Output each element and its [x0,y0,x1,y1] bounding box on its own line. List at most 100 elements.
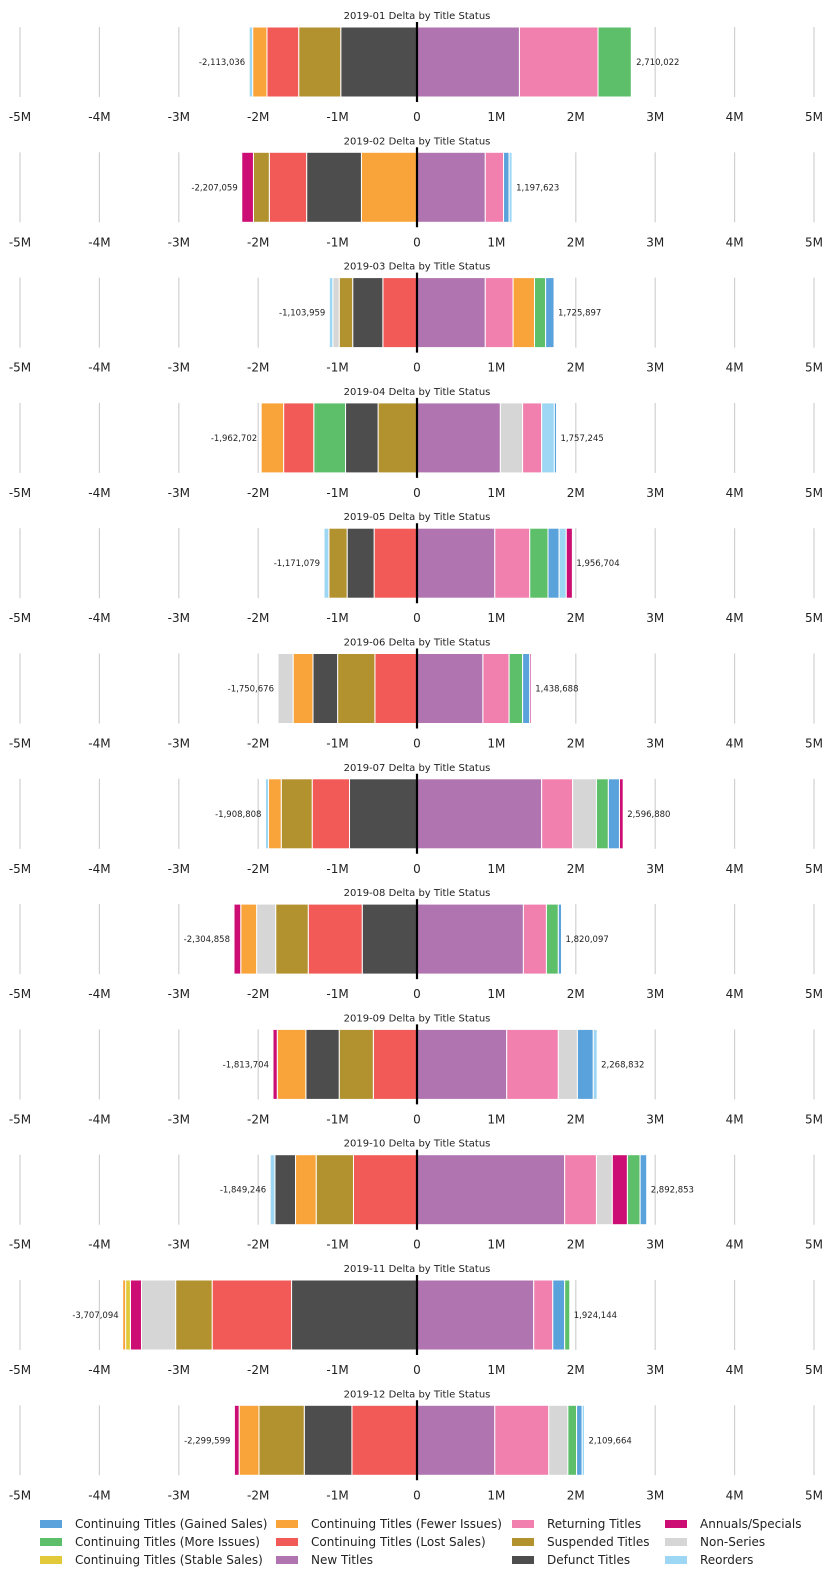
bar-segment [552,1279,566,1351]
bar-segment [416,277,486,349]
bar-segment [346,527,375,599]
legend-swatch [512,1555,534,1564]
x-tick-label: -3M [168,110,190,124]
x-tick-label: 1M [487,110,505,124]
x-tick-label: -4M [88,1112,110,1126]
x-tick-label: 3M [646,987,664,1001]
bar-segment [272,1028,278,1100]
positive-total-label: 1,757,245 [561,434,604,444]
chart-panel: -5M -4M -3M -2M -1M 0 1M 2M 3M 4M 5M 2019-12 Delta … [9,1389,823,1502]
legend-label: Defunct Titles [547,1552,631,1567]
legend-label: Non-Series [700,1534,766,1549]
chart-panel: -5M -4M -3M -2M -1M 0 1M 2M 3M 4M 5M 2019-09 Delta … [9,1013,823,1126]
x-tick-label: -4M [88,235,110,249]
bar-segment [351,1404,418,1476]
bar-segment [274,1154,297,1226]
x-tick-label: 4M [726,611,744,625]
bar-segment [328,527,348,599]
x-tick-label: 5M [805,1112,823,1126]
bar-segment [311,778,351,850]
x-tick-label: -2M [247,1488,269,1502]
bar-segment [125,1279,131,1351]
chart-panel: -5M -4M -3M -2M -1M 0 1M 2M 3M 4M 5M 2019-01 Delta … [9,11,823,124]
bar-segment [361,903,418,975]
bar-segment [541,402,555,474]
chart-title: 2019-06 Delta by Title Status [344,638,491,649]
legend-item: Continuing Titles (More Issues) [40,1534,276,1549]
bar-segment [416,26,520,98]
chart-title: 2019-07 Delta by Title Status [344,763,491,774]
x-tick-label: -3M [168,987,190,1001]
x-tick-label: -2M [247,611,269,625]
x-tick-label: 4M [726,987,744,1001]
bar-segment [298,26,342,98]
legend-item: Annuals/Specials [665,1516,825,1531]
bar-segment [252,26,268,98]
bar-segment [522,653,531,724]
bar-segment [360,151,418,223]
x-tick-label: 5M [805,1238,823,1252]
bar-segment [529,653,532,724]
bar-segment [597,26,632,98]
legend-label: Continuing Titles (Lost Sales) [311,1534,486,1549]
x-tick-label: -3M [168,1363,190,1377]
x-tick-label: 4M [726,235,744,249]
bar-segment [374,653,418,724]
positive-total-label: 2,892,853 [651,1186,694,1196]
x-tick-label: -2M [247,862,269,876]
x-tick-label: 5M [805,361,823,375]
bar-segment [377,402,418,474]
x-tick-label: 0 [413,486,421,500]
chart-title: 2019-11 Delta by Title Status [344,1264,491,1275]
bar-segment [482,653,510,724]
bar-segment [506,1028,559,1100]
bar-segment [541,778,574,850]
bar-segment [372,1028,418,1100]
bar-segment [547,527,560,599]
x-tick-label: -4M [88,611,110,625]
bar-segment [328,277,334,349]
bar-segment [240,903,258,975]
x-tick-label: 2M [567,361,585,375]
x-tick-label: 3M [646,486,664,500]
x-tick-label: 2M [567,1238,585,1252]
x-tick-label: 2M [567,110,585,124]
bar-segment [338,1028,374,1100]
bar-segment [260,402,285,474]
x-tick-label: 4M [726,737,744,751]
positive-total-label: 2,109,664 [589,1436,632,1446]
x-tick-label: 1M [487,361,505,375]
x-tick-label: -5M [9,486,31,500]
x-tick-label: 4M [726,1112,744,1126]
bar-segment [268,151,308,223]
x-tick-label: 5M [805,110,823,124]
x-tick-label: 0 [413,235,421,249]
x-tick-label: -2M [247,110,269,124]
x-tick-label: -5M [9,1488,31,1502]
bar-segment [345,402,379,474]
bar-segment [382,277,418,349]
bar-segment [557,1028,578,1100]
x-tick-label: 5M [805,611,823,625]
bar-segment [323,527,330,599]
bar-segment [518,26,599,98]
bar-segment [508,151,513,223]
legend-item: Reorders [665,1552,825,1567]
x-tick-label: -1M [326,987,348,1001]
bar-segment [305,1028,340,1100]
x-tick-label: -2M [247,361,269,375]
bar-segment [484,151,505,223]
bar-segment [592,1028,598,1100]
bar-segment [313,402,347,474]
bar-segment [607,778,620,850]
legend-label: Annuals/Specials [700,1516,802,1531]
x-tick-label: -5M [9,1112,31,1126]
bar-segment [315,1154,354,1226]
x-tick-label: 2M [567,235,585,249]
bar-segment [494,1404,550,1476]
bar-segment [626,1154,641,1226]
bar-segment [268,778,282,850]
x-tick-label: -1M [326,361,348,375]
bar-segment [499,402,524,474]
chart-panel: -5M -4M -3M -2M -1M 0 1M 2M 3M 4M 5M 2019-04 Delta … [9,387,823,500]
